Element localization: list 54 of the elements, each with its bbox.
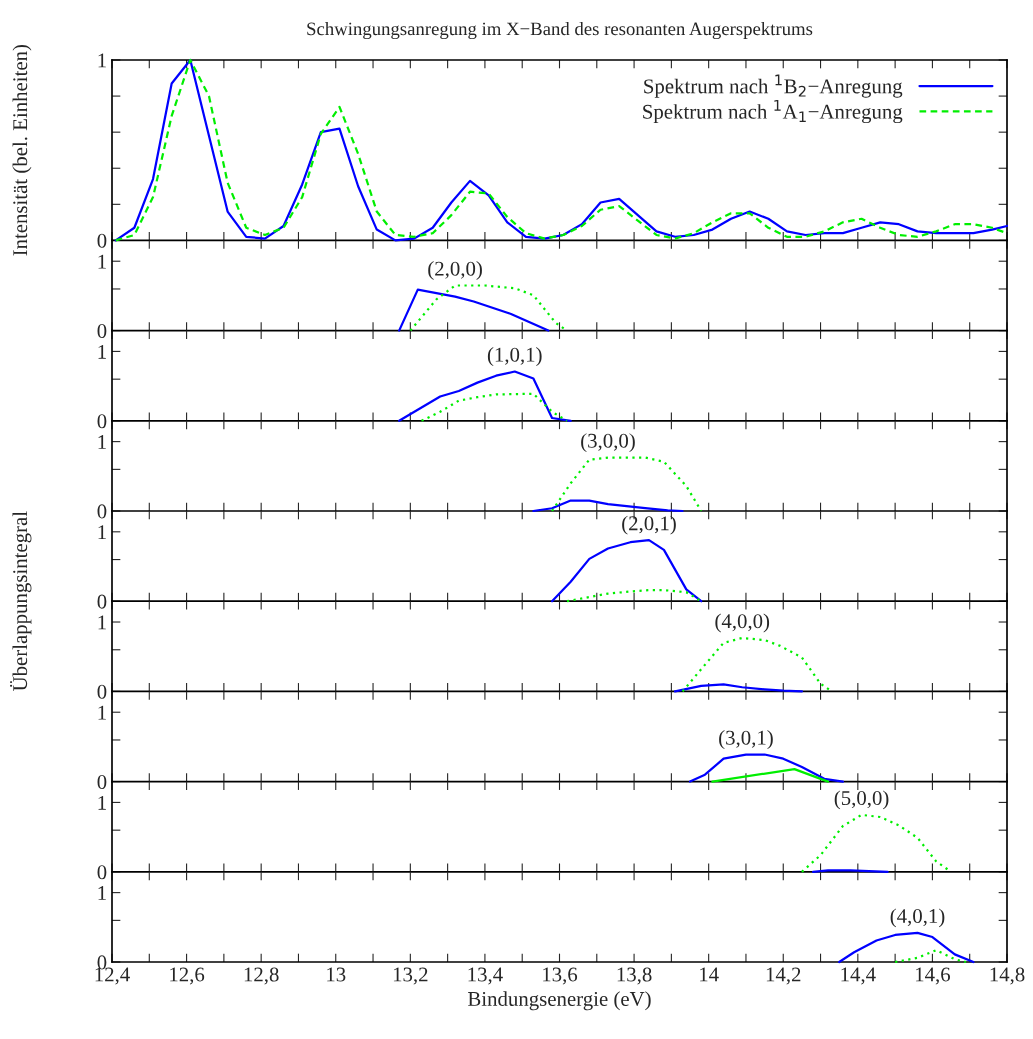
legend-label: Spektrum nach $^{1}$A$_{1}$−Anregung	[643, 100, 903, 124]
x-tick-label: 14,4	[841, 967, 876, 985]
y-axis-title: Überlappungsintegral	[10, 511, 32, 692]
line-series	[398, 370, 572, 422]
y-tick-label: 1	[98, 795, 106, 810]
y-tick-label: 1	[98, 435, 106, 449]
y-tick-label: 1	[98, 705, 106, 720]
y-tick-label: 1	[98, 525, 106, 540]
y-tick-label: 1	[98, 344, 106, 359]
y-tick-label: 0	[97, 594, 107, 609]
line-series	[894, 949, 968, 964]
chart-title: Schwingungsanregung im X−Band des resonanten Augerspektrums	[307, 21, 813, 40]
annotation: (1,0,1)	[487, 347, 542, 366]
annotation: (5,0,0)	[834, 790, 889, 810]
y-tick-label: 1	[98, 53, 106, 68]
annotation: (3,0,0)	[581, 433, 635, 453]
y-tick-label: 0	[97, 865, 107, 880]
annotation: (2,0,1)	[622, 515, 676, 535]
x-tick-label: 14,2	[766, 967, 801, 985]
line-series	[550, 539, 703, 603]
line-series	[420, 392, 569, 422]
y-tick-label: 0	[97, 233, 107, 248]
y-tick-label: 0	[97, 774, 107, 790]
line-series	[550, 456, 703, 513]
x-tick-label: 13,6	[543, 967, 578, 985]
x-axis-title: Bindungsenergie (eV)	[468, 991, 651, 1011]
line-series	[398, 288, 550, 332]
y-tick-label: 0	[97, 684, 107, 699]
annotation: (3,0,1)	[719, 730, 773, 749]
y-tick-label: 1	[98, 254, 106, 269]
x-tick-label: 13,4	[468, 967, 503, 985]
y-axis-title: Intensität (bel. Einheiten)	[12, 44, 32, 256]
y-tick-label: 1	[98, 615, 106, 630]
x-tick-label: 14,6	[916, 967, 951, 985]
annotation: (4,0,0)	[715, 613, 770, 633]
line-series	[688, 753, 845, 783]
x-tick-label: 12,8	[244, 967, 279, 985]
x-tick-label: 13,8	[617, 967, 652, 985]
line-series	[838, 931, 975, 964]
y-tick-label: 0	[97, 323, 107, 339]
x-tick-label: 14,8	[990, 967, 1025, 985]
y-tick-label: 0	[97, 414, 107, 429]
x-tick-label: 13,2	[393, 967, 428, 985]
y-tick-label: 0	[97, 504, 107, 519]
line-series	[565, 588, 703, 603]
line-series	[532, 499, 684, 513]
x-tick-label: 13	[327, 967, 346, 982]
line-series	[673, 683, 804, 693]
annotation: (4,0,1)	[890, 908, 945, 928]
annotation: (2,0,0)	[428, 261, 482, 280]
x-tick-label: 14	[700, 967, 719, 982]
y-tick-label: 1	[98, 886, 106, 900]
legend-label: Spektrum nach $^{1}$B$_{2}$−Anregung	[644, 74, 903, 98]
x-tick-label: 12,6	[170, 967, 205, 985]
